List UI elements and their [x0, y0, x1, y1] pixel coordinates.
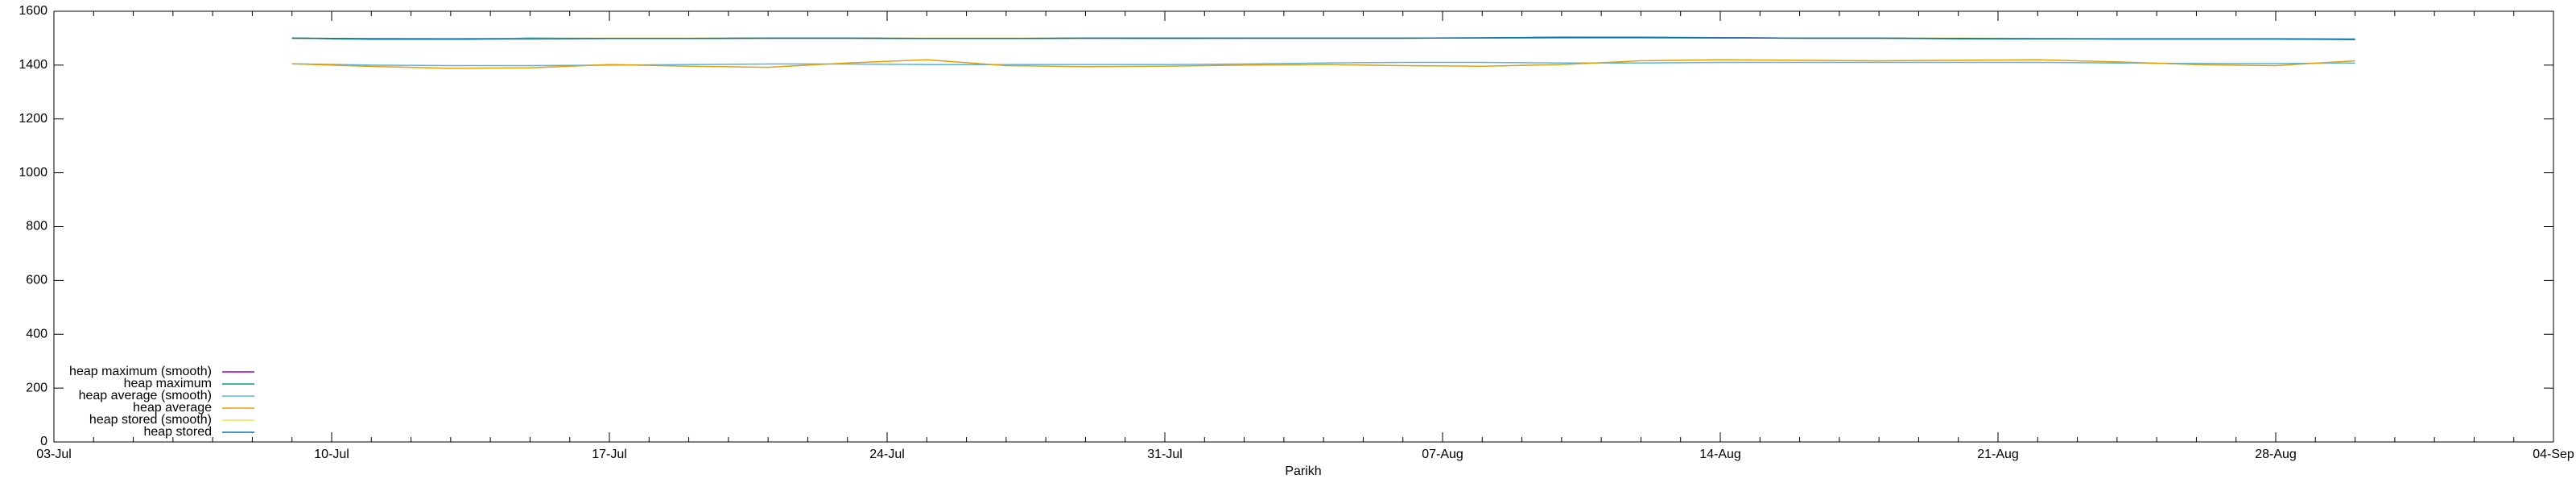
y-tick-label: 400 [26, 327, 47, 341]
y-tick-label: 1400 [19, 58, 47, 72]
legend-label: heap maximum (smooth) [69, 365, 212, 378]
legend-label: heap stored [143, 425, 212, 439]
series-line [291, 59, 2355, 69]
series-line [291, 37, 2355, 40]
x-tick-label: 04-Sep [2533, 448, 2574, 461]
y-tick-label: 1200 [19, 112, 47, 126]
legend-label: heap average (smooth) [79, 389, 212, 402]
y-tick-label: 200 [26, 381, 47, 394]
x-tick-label: 24-Jul [869, 448, 905, 461]
y-tick-label: 600 [26, 274, 47, 287]
x-tick-label: 28-Aug [2255, 448, 2297, 461]
legend-label: heap stored (smooth) [89, 413, 212, 427]
y-tick-label: 1000 [19, 166, 47, 180]
y-tick-label: 0 [40, 435, 47, 448]
x-tick-label: 17-Jul [592, 448, 627, 461]
plot-frame [53, 10, 2554, 443]
y-tick-label: 1600 [19, 4, 47, 18]
x-tick-label: 07-Aug [1422, 448, 1463, 461]
legend-label: heap maximum [124, 377, 212, 390]
y-tick-label: 800 [26, 220, 47, 233]
x-axis-label: Parikh [1285, 464, 1321, 478]
x-tick-label: 03-Jul [36, 448, 72, 461]
x-tick-label: 21-Aug [1977, 448, 2019, 461]
x-tick-label: 14-Aug [1699, 448, 1741, 461]
x-tick-label: 10-Jul [314, 448, 349, 461]
legend-label: heap average [133, 401, 212, 415]
x-tick-label: 31-Jul [1147, 448, 1183, 461]
